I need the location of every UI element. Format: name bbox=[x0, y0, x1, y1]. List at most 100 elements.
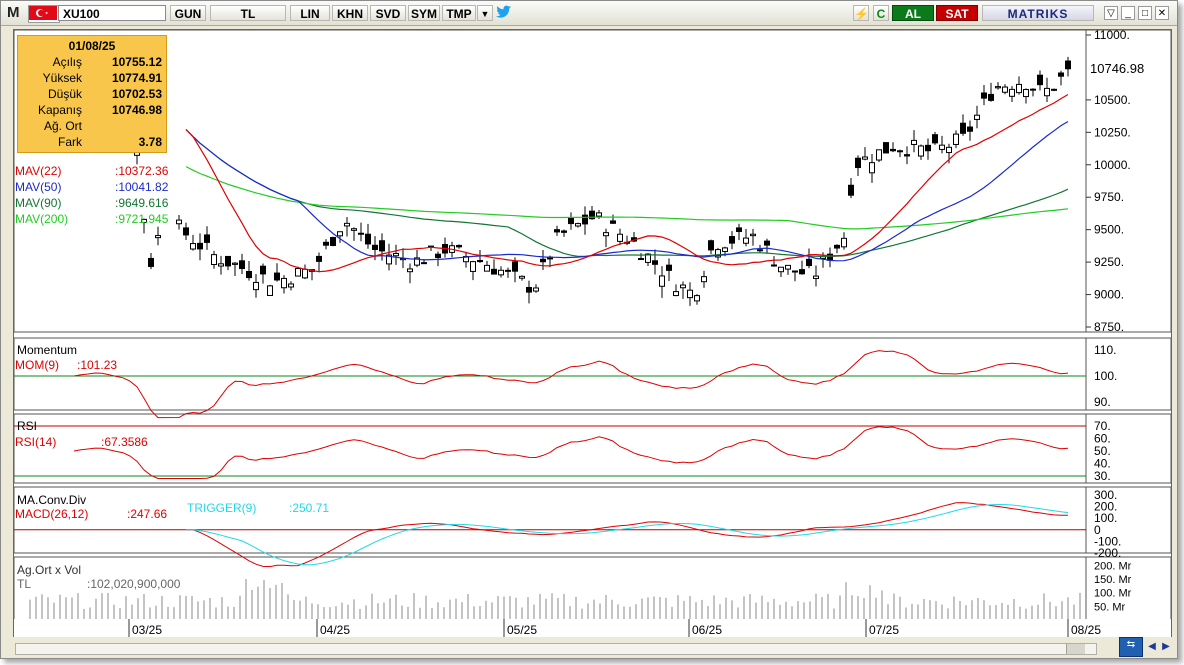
sync-icon[interactable]: ⇆ bbox=[1119, 637, 1143, 657]
candle-body bbox=[379, 240, 385, 252]
buy-button[interactable]: AL bbox=[892, 5, 934, 21]
candle-body bbox=[393, 253, 399, 257]
dropdown-arrow-icon[interactable]: ▼ bbox=[477, 5, 493, 21]
candle-body bbox=[218, 263, 224, 267]
macd-tick-label: 0 bbox=[1094, 523, 1101, 537]
candle-body bbox=[869, 162, 875, 174]
momentum-panel bbox=[14, 337, 1171, 411]
candle-body bbox=[708, 240, 714, 251]
candle-body bbox=[372, 244, 378, 251]
rsi-tick-label: 70. bbox=[1094, 419, 1111, 433]
last-price-label: 10746.98 bbox=[1090, 61, 1145, 76]
horizontal-scrollbar[interactable] bbox=[15, 643, 1097, 655]
sym-button[interactable]: SYM bbox=[408, 5, 440, 21]
candle-body bbox=[288, 283, 294, 288]
candle-body bbox=[176, 219, 182, 225]
candle-body bbox=[897, 150, 903, 153]
candle-body bbox=[848, 184, 854, 196]
candle-body bbox=[421, 262, 427, 265]
candle-body bbox=[582, 214, 588, 225]
candle-body bbox=[1065, 60, 1071, 70]
candle-body bbox=[995, 86, 1001, 89]
candle-body bbox=[960, 122, 966, 134]
momentum-tick-label: 90. bbox=[1094, 395, 1111, 409]
candle-body bbox=[386, 254, 392, 265]
ohlc-info-box: 01/08/25 Açılış 10755.12 Yüksek 10774.91 D… bbox=[17, 35, 167, 153]
candle-body bbox=[204, 234, 210, 243]
candle-body bbox=[743, 237, 749, 244]
maximize-icon[interactable]: □ bbox=[1138, 6, 1152, 20]
period-button[interactable]: GUN bbox=[170, 5, 206, 21]
candle-body bbox=[183, 227, 189, 236]
volume-tick-label: 50. Mr bbox=[1094, 601, 1126, 613]
candle-body bbox=[302, 268, 308, 279]
candle-body bbox=[155, 235, 161, 239]
macd-title: MA.Conv.Div bbox=[17, 493, 87, 507]
candle-body bbox=[771, 264, 777, 267]
candle-body bbox=[617, 233, 623, 242]
price-tick-label: 9250. bbox=[1094, 255, 1124, 269]
candle-body bbox=[260, 265, 266, 275]
symbol-field[interactable]: XU100 bbox=[58, 5, 166, 21]
price-tick-label: 9500. bbox=[1094, 223, 1124, 237]
dropdown-menu-icon[interactable]: ▽ bbox=[1104, 6, 1118, 20]
candle-body bbox=[932, 134, 938, 144]
twitter-icon[interactable] bbox=[495, 5, 513, 21]
macd-label: MACD(26,12):247.66 bbox=[15, 507, 168, 521]
candle-body bbox=[813, 275, 819, 279]
minimize-icon[interactable]: _ bbox=[1121, 6, 1135, 20]
khn-button[interactable]: KHN bbox=[332, 5, 368, 21]
candle-body bbox=[484, 264, 490, 272]
candle-body bbox=[953, 133, 959, 145]
lin-button[interactable]: LIN bbox=[290, 5, 330, 21]
price-panel bbox=[14, 30, 1171, 333]
candle-body bbox=[694, 295, 700, 302]
candle-body bbox=[498, 269, 504, 276]
candle-body bbox=[1051, 88, 1057, 91]
close-icon[interactable]: ✕ bbox=[1155, 6, 1169, 20]
scroll-thumb[interactable] bbox=[1066, 644, 1085, 654]
candle-body bbox=[1058, 72, 1064, 77]
candle-body bbox=[526, 286, 532, 293]
candle-body bbox=[806, 258, 812, 267]
currency-button[interactable]: TL bbox=[210, 5, 286, 21]
candle-body bbox=[967, 126, 973, 132]
candle-body bbox=[211, 254, 217, 266]
candle-body bbox=[820, 256, 826, 260]
candle-body bbox=[610, 220, 616, 224]
date-tick-label: 05/25 bbox=[507, 623, 537, 637]
candle-body bbox=[596, 212, 602, 217]
scroll-left-icon[interactable]: ◀ bbox=[1148, 641, 1156, 652]
info-row-close: Kapanış 10746.98 bbox=[37, 103, 162, 117]
date-tick-label: 04/25 bbox=[320, 623, 350, 637]
svd-button[interactable]: SVD bbox=[370, 5, 406, 21]
price-tick-label: 11000. bbox=[1094, 30, 1130, 42]
sell-button[interactable]: SAT bbox=[936, 5, 978, 21]
macd-tick-label: 100. bbox=[1094, 511, 1117, 525]
matriks-logo: M bbox=[7, 4, 20, 21]
candle-body bbox=[736, 227, 742, 232]
candle-body bbox=[148, 257, 154, 267]
candle-body bbox=[722, 247, 728, 252]
candle-body bbox=[603, 232, 609, 237]
mav50-line bbox=[185, 120, 1069, 262]
candle-body bbox=[281, 277, 287, 289]
chart-canvas[interactable]: 11000. 10500. 10250. 10000. 9750. 9500. 9250. 9… bbox=[14, 30, 1171, 620]
candle-body bbox=[337, 231, 343, 237]
candle-body bbox=[673, 291, 679, 297]
refresh-icon[interactable]: C bbox=[873, 5, 889, 21]
volume-panel bbox=[14, 556, 1171, 620]
tmp-button[interactable]: TMP bbox=[442, 5, 476, 21]
candle-body bbox=[435, 253, 441, 258]
trigger-line bbox=[186, 503, 1069, 566]
chart-area[interactable]: 11000. 10500. 10250. 10000. 9750. 9500. 9250. 9… bbox=[13, 29, 1172, 621]
date-tick-label: 07/25 bbox=[869, 623, 899, 637]
candle-body bbox=[911, 139, 917, 145]
candle-body bbox=[799, 269, 805, 275]
candle-body bbox=[470, 261, 476, 272]
candle-body bbox=[491, 268, 497, 275]
candle-body bbox=[680, 284, 686, 289]
rsi-tick-label: 50. bbox=[1094, 444, 1111, 458]
scroll-right-icon[interactable]: ▶ bbox=[1162, 641, 1170, 652]
lightning-icon[interactable]: ⚡ bbox=[853, 5, 869, 21]
